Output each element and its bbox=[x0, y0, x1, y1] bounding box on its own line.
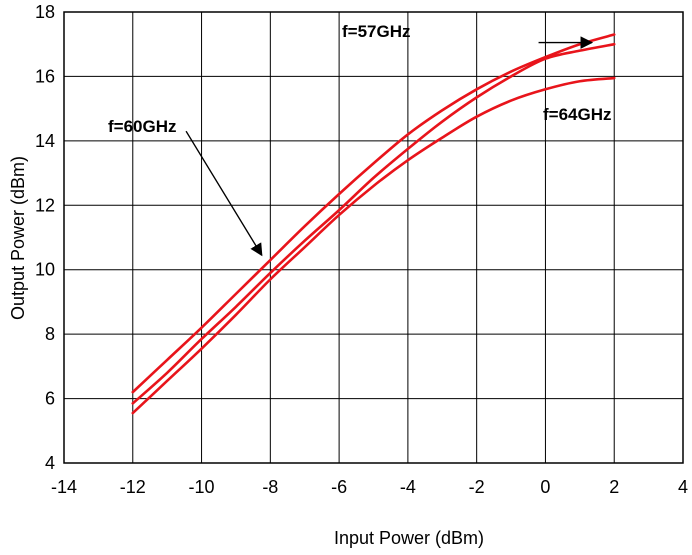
x-tick-label: -6 bbox=[331, 477, 347, 497]
series-lines bbox=[131, 33, 616, 415]
y-tick-label: 8 bbox=[45, 324, 55, 344]
y-tick-label: 10 bbox=[35, 260, 55, 280]
x-tick-label: -8 bbox=[262, 477, 278, 497]
plot-frame bbox=[63, 11, 684, 464]
x-tick-label: -4 bbox=[400, 477, 416, 497]
annotation-arrow-2 bbox=[185, 130, 263, 257]
x-tick-label: 2 bbox=[609, 477, 619, 497]
x-tick-label: -10 bbox=[189, 477, 215, 497]
x-tick-label: -14 bbox=[51, 477, 77, 497]
annotations: f=57GHz f=60GHz f=64GHz bbox=[108, 22, 612, 257]
y-tick-label: 12 bbox=[35, 195, 55, 215]
y-tick-label: 16 bbox=[35, 66, 55, 86]
x-tick-label: -12 bbox=[120, 477, 146, 497]
y-tick-labels: 4 6 8 10 12 14 16 18 bbox=[35, 2, 55, 473]
y-axis-label: Output Power (dBm) bbox=[8, 156, 28, 320]
annotation-57ghz: f=57GHz bbox=[342, 22, 411, 41]
annotation-64ghz: f=64GHz bbox=[543, 105, 612, 124]
y-tick-label: 6 bbox=[45, 389, 55, 409]
x-axis-label: Input Power (dBm) bbox=[334, 528, 484, 548]
x-tick-labels: -14 -12 -10 -8 -6 -4 -2 0 2 4 bbox=[51, 477, 688, 497]
annotation-60ghz: f=60GHz bbox=[108, 117, 177, 136]
series-line-1 bbox=[131, 33, 616, 394]
x-tick-label: 4 bbox=[678, 477, 688, 497]
series-line-2 bbox=[131, 42, 616, 405]
x-tick-label: 0 bbox=[540, 477, 550, 497]
y-tick-label: 14 bbox=[35, 131, 55, 151]
y-tick-label: 18 bbox=[35, 2, 55, 22]
x-tick-label: -2 bbox=[469, 477, 485, 497]
series-line-3 bbox=[131, 76, 616, 415]
y-tick-label: 4 bbox=[45, 453, 55, 473]
